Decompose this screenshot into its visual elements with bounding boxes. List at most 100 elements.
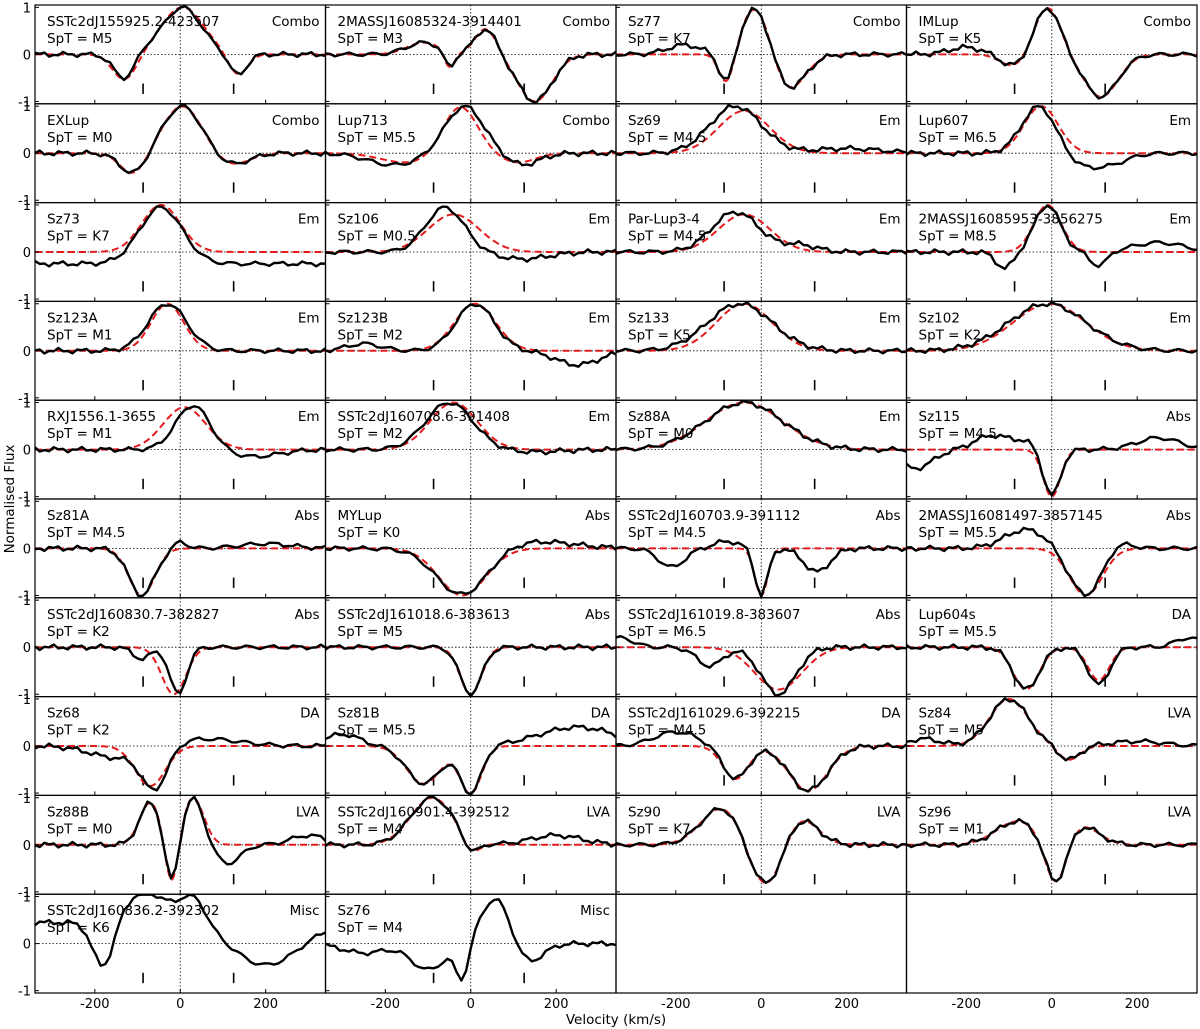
model-fit-line [906,7,1197,98]
panel-spectral-type: SpT = M5.5 [338,723,416,739]
panel-category: Combo [272,113,320,129]
observed-profile-line [324,643,617,698]
panel-object-name: Lup713 [338,113,388,129]
model-fit-line [35,203,326,253]
panel-object-name: Par-Lup3-4 [628,212,700,228]
panel-object-name: Sz96 [919,804,952,820]
panel-object-name: IMLup [919,14,959,30]
panel-object-name: 2MASSJ16081497-3857145 [919,508,1103,524]
y-tick-label: 0 [23,147,31,162]
panel-spectral-type: SpT = M4.5 [628,130,706,146]
panel-object-name: EXLup [47,113,89,129]
panel-object-name: SSTc2dJ155925.2-423507 [47,14,219,30]
panel-object-name: SSTc2dJ161019.8-383607 [628,607,800,623]
panel-spectral-type: SpT = M4.5 [628,723,706,739]
panel-category: Em [1169,310,1191,326]
panel-object-name: SSTc2dJ160708.6-391408 [338,409,510,425]
panel-object-name: RXJ1556.1-3655 [47,409,156,425]
panel-category: Em [298,212,320,228]
panel-category: Em [1169,113,1191,129]
panel-category: Combo [562,113,610,129]
panel-category: Abs [585,607,610,623]
y-tick-label: 0 [23,444,31,459]
empty-panel-frame [615,893,908,994]
observed-profile-line [906,7,1198,100]
y-tick-label: -1 [18,392,31,407]
panel-category: Em [879,409,901,425]
panel-spectral-type: SpT = K5 [919,31,982,47]
panel-object-name: Sz123A [47,310,98,326]
panel-category: Abs [585,508,610,524]
observed-profile-line [615,807,907,885]
panel-spectral-type: SpT = M2 [338,426,404,442]
panel-object-name: Lup607 [919,113,969,129]
observed-profile-line [906,204,1198,271]
panel-object-name: Sz69 [628,113,661,129]
observed-profile-line [325,303,617,368]
panel-category: LVA [1167,706,1191,722]
panel-object-name: SSTc2dJ160836.2-392302 [47,903,219,919]
y-tick-label: 1 [23,891,31,906]
x-tick-label: 0 [757,997,765,1012]
panel-spectral-type: SpT = M5 [919,723,985,739]
y-tick-label: 0 [23,345,31,360]
y-tick-label: 0 [23,246,31,261]
panel-object-name: Sz84 [919,706,952,722]
panel-object-name: Sz106 [338,212,379,228]
observed-profile-line [906,526,1198,598]
panel-category: DA [881,706,901,722]
panel-object-name: Sz68 [47,706,80,722]
panel-category: Em [879,113,901,129]
observed-profile-line [324,795,617,852]
panel-object-name: Sz123B [338,310,389,326]
model-fit-line [906,448,1197,498]
y-tick-label: -1 [18,688,31,703]
y-tick-label: -1 [18,194,31,209]
panel-object-name: Sz115 [919,409,960,425]
y-tick-label: -1 [18,293,31,308]
y-tick-label: 1 [23,298,31,313]
y-tick-label: 0 [23,48,31,63]
model-fit-line [325,745,616,795]
y-tick-label: 1 [23,495,31,510]
panel-category: Em [298,409,320,425]
panel-object-name: MYLup [338,508,382,524]
panel-spectral-type: SpT = K6 [47,920,110,936]
observed-profile-line [615,730,908,793]
panel-spectral-type: SpT = M0 [47,130,113,146]
empty-panel-frame [905,893,1198,994]
panel-spectral-type: SpT = M8.5 [919,229,997,245]
model-fit-line [616,213,907,253]
panel-category: Em [1169,212,1191,228]
x-tick-label: 0 [176,997,184,1012]
y-tick-label: 0 [23,938,31,953]
panel-spectral-type: SpT = M0.5 [338,229,416,245]
panel-spectral-type: SpT = M5.5 [919,525,997,541]
y-tick-label: 1 [23,100,31,115]
x-tick-label: 200 [1125,997,1150,1012]
panel-object-name: Lup604s [919,607,976,623]
observed-profile-line [905,105,1198,171]
observed-profile-line [34,539,326,597]
y-tick-label: -1 [18,95,31,110]
panel-spectral-type: SpT = M4 [338,821,404,837]
panel-spectral-type: SpT = M0 [47,821,113,837]
panel-category: Abs [876,508,901,524]
